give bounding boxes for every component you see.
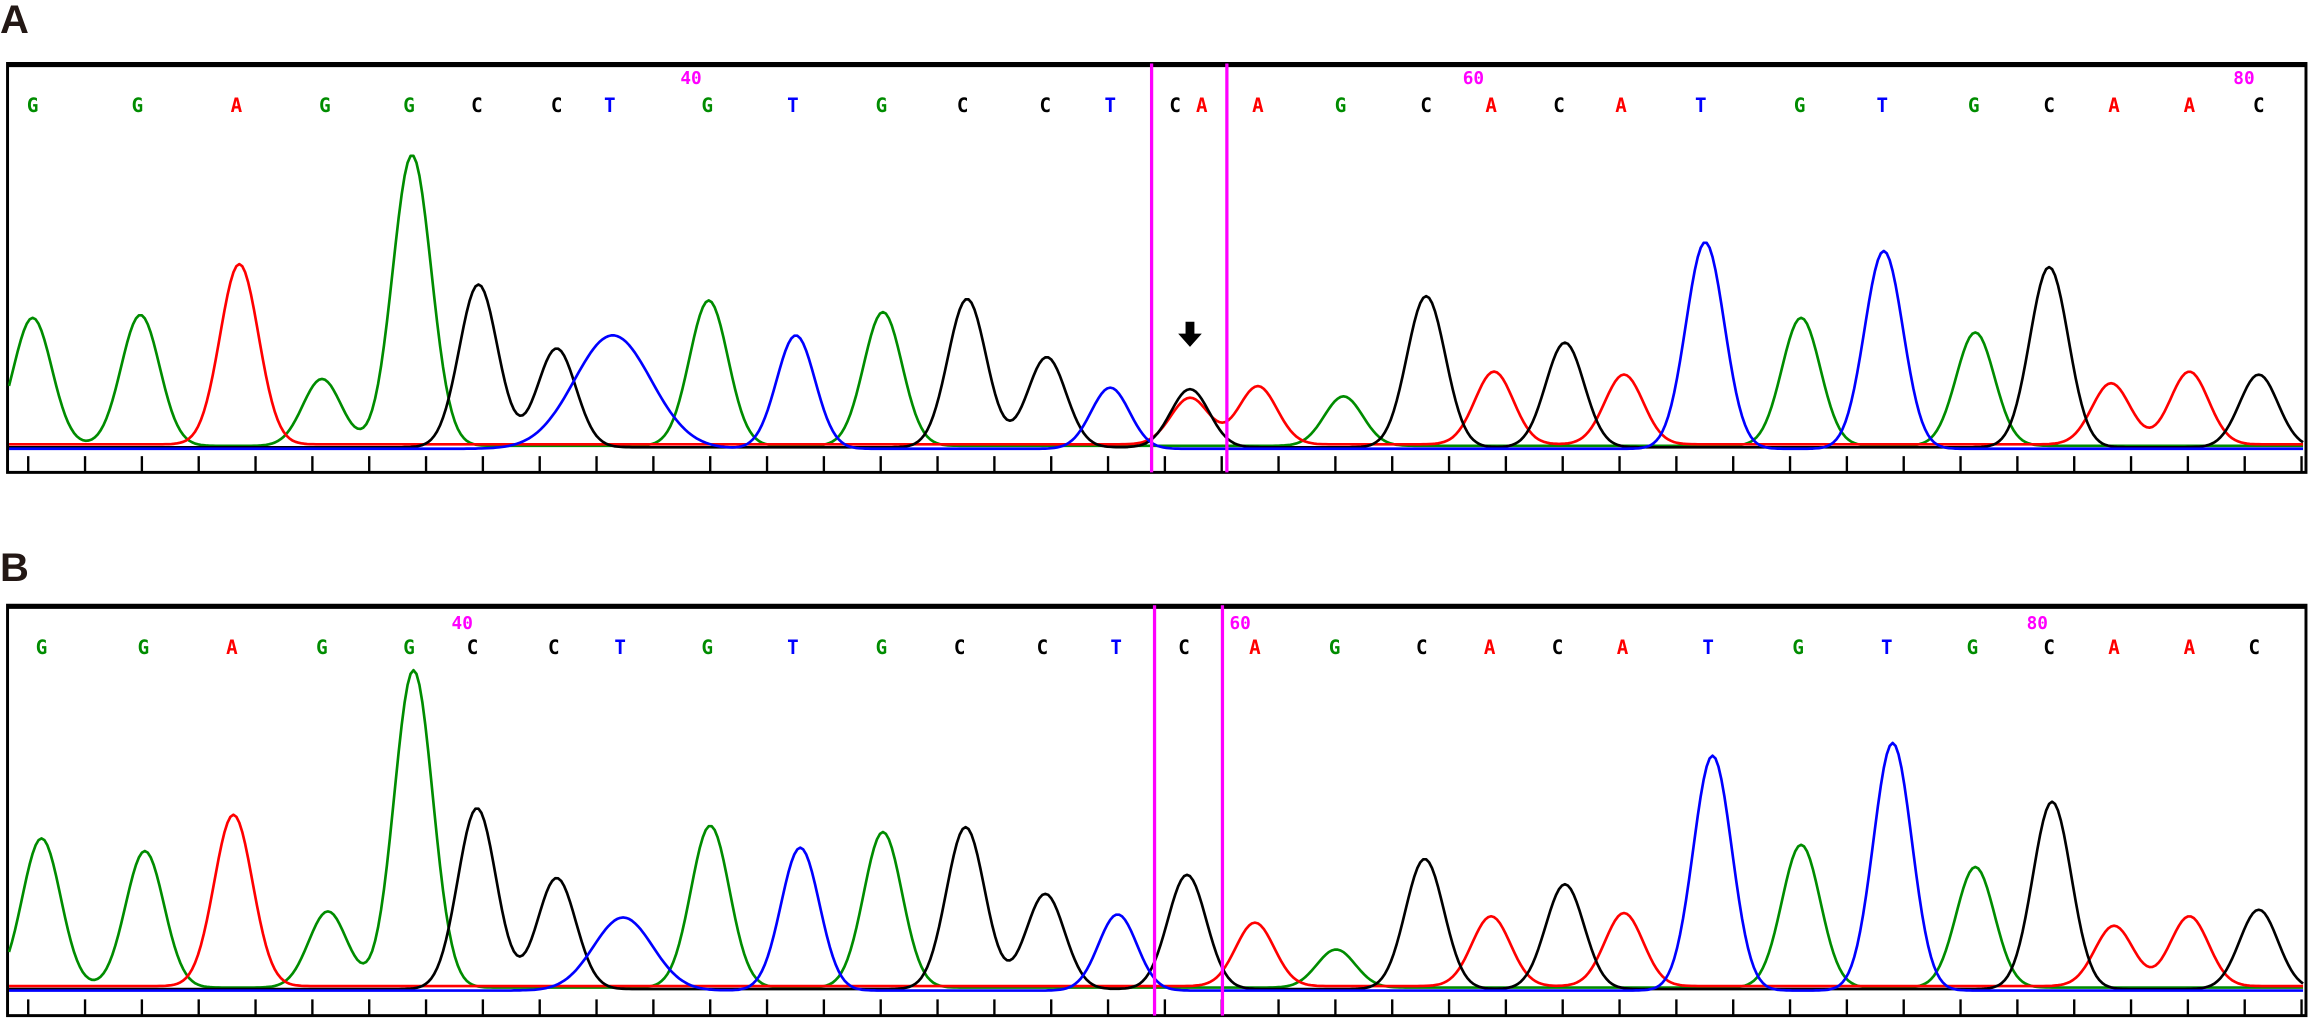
position-marker: 80: [2027, 614, 2048, 634]
trace-t: [9, 241, 2304, 451]
position-marker: 80: [2233, 69, 2254, 89]
base-call: C: [2043, 94, 2055, 117]
base-call: T: [1110, 636, 1122, 659]
base-call: T: [787, 636, 799, 659]
base-call: G: [1329, 636, 1341, 659]
base-call: C: [1553, 94, 1565, 117]
base-call: A: [2108, 94, 2120, 117]
base-call: C: [2249, 636, 2261, 659]
base-call: G: [36, 636, 48, 659]
base-call: A: [1484, 636, 1496, 659]
base-call: A: [231, 94, 243, 117]
base-call: C: [1169, 94, 1181, 117]
base-call: A: [2108, 636, 2120, 659]
chromatogram-panel-b: G G A G G C C T G T G C C T C A G C A C A T G T G C A A C40 60 80: [6, 603, 2308, 1018]
base-call: G: [132, 94, 144, 117]
position-marker: 60: [1230, 614, 1251, 634]
base-call: C: [2043, 636, 2055, 659]
down-arrow-icon: [1178, 321, 1202, 347]
base-call: G: [1967, 636, 1979, 659]
base-call: C: [1037, 636, 1049, 659]
base-call: T: [1881, 636, 1893, 659]
base-call: G: [701, 94, 713, 117]
base-call: G: [319, 94, 331, 117]
base-call: G: [1335, 94, 1347, 117]
base-call: A: [1252, 94, 1264, 117]
base-call: C: [1416, 636, 1428, 659]
trace-a: [9, 262, 2304, 446]
base-call: A: [1249, 636, 1261, 659]
base-call: C: [2253, 94, 2265, 117]
base-call: T: [1702, 636, 1714, 659]
base-call: G: [27, 94, 39, 117]
base-call: A: [226, 636, 238, 659]
panel-b-label: B: [0, 546, 29, 590]
base-call: G: [316, 636, 328, 659]
base-call: G: [1968, 94, 1980, 117]
base-call: G: [876, 94, 888, 117]
base-call: T: [614, 636, 626, 659]
trace-g: [7, 154, 2304, 448]
base-call: C: [1178, 636, 1190, 659]
base-call: A: [1615, 94, 1627, 117]
base-call: C: [1552, 636, 1564, 659]
base-call: C: [1420, 94, 1432, 117]
base-call: C: [551, 94, 563, 117]
base-call: A: [2184, 636, 2196, 659]
base-call: A: [2184, 94, 2196, 117]
base-call: G: [701, 636, 713, 659]
panel-a-label: A: [0, 0, 29, 42]
base-call: T: [604, 94, 616, 117]
panel-frame: [6, 62, 2308, 474]
base-call: C: [471, 94, 483, 117]
base-call: C: [467, 636, 479, 659]
base-call: G: [876, 636, 888, 659]
base-call: A: [1617, 636, 1629, 659]
position-marker: 40: [680, 69, 701, 89]
base-call: G: [403, 636, 415, 659]
base-call: C: [548, 636, 560, 659]
base-call: A: [1196, 94, 1208, 117]
position-marker: 40: [452, 614, 473, 634]
base-call: T: [1695, 94, 1707, 117]
chromatogram-panel-a: G G A G G C C T G T G C C T C A A G C A C A T G T G C A A C40 60 80: [6, 62, 2308, 474]
base-call: G: [138, 636, 150, 659]
base-call: C: [1040, 94, 1052, 117]
base-call: T: [1877, 94, 1889, 117]
base-call: G: [1792, 636, 1804, 659]
position-marker: 60: [1463, 69, 1484, 89]
base-call: G: [403, 94, 415, 117]
base-call: T: [1104, 94, 1116, 117]
base-call: G: [1794, 94, 1806, 117]
trace-c: [9, 265, 2304, 449]
base-call: A: [1485, 94, 1497, 117]
base-call: T: [787, 94, 799, 117]
base-call: C: [954, 636, 966, 659]
base-call: C: [957, 94, 969, 117]
